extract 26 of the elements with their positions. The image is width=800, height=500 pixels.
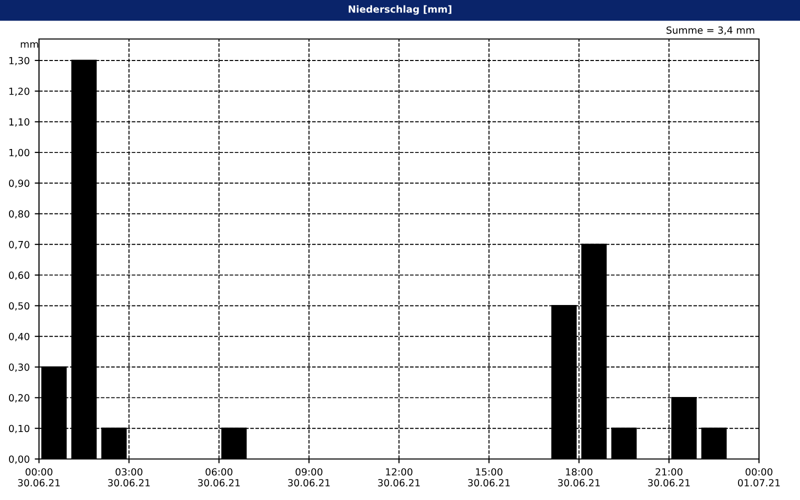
y-tick-label: 1,10 bbox=[9, 118, 30, 127]
y-tick-label: 0,10 bbox=[8, 424, 30, 434]
x-tick-label: 06:00 30.06.21 bbox=[198, 468, 240, 486]
y-tick-label: 0,30 bbox=[8, 364, 30, 372]
x-tick-label: 00:00 01.07.21 bbox=[738, 468, 780, 486]
y-tick-label: 0,20 bbox=[8, 394, 30, 403]
y-tick-label: 0,60 bbox=[8, 272, 30, 280]
y-tick-label: 1,00 bbox=[9, 148, 30, 158]
y-tick-label: 1,30 bbox=[9, 56, 30, 66]
y-tick-label: 1,20 bbox=[9, 88, 30, 96]
chart-title: Niederschlag [mm] bbox=[348, 5, 452, 15]
x-tick-label: 21:00 30.06.21 bbox=[648, 468, 690, 486]
y-tick-label: 0,50 bbox=[8, 302, 30, 311]
y-axis-title: mm bbox=[20, 42, 38, 48]
x-tick-label: 15:00 30.06.21 bbox=[468, 468, 510, 486]
x-tick-label: 03:00 30.06.21 bbox=[108, 468, 150, 486]
x-tick-label: 18:00 30.06.21 bbox=[558, 468, 600, 486]
x-tick-label: 12:00 30.06.21 bbox=[378, 468, 420, 486]
x-tick-label: 09:00 30.06.21 bbox=[288, 468, 330, 486]
y-tick-label: 0,00 bbox=[8, 455, 30, 464]
text: Summe = 3,4 mm bbox=[666, 26, 754, 35]
y-tick-label: 0,80 bbox=[8, 210, 30, 219]
y-tick-label: 0,70 bbox=[8, 240, 30, 250]
x-tick-label: 00:00 30.06.21 bbox=[18, 468, 60, 486]
y-tick-label: 0,40 bbox=[8, 332, 30, 342]
y-tick-label: 0,90 bbox=[8, 180, 30, 188]
